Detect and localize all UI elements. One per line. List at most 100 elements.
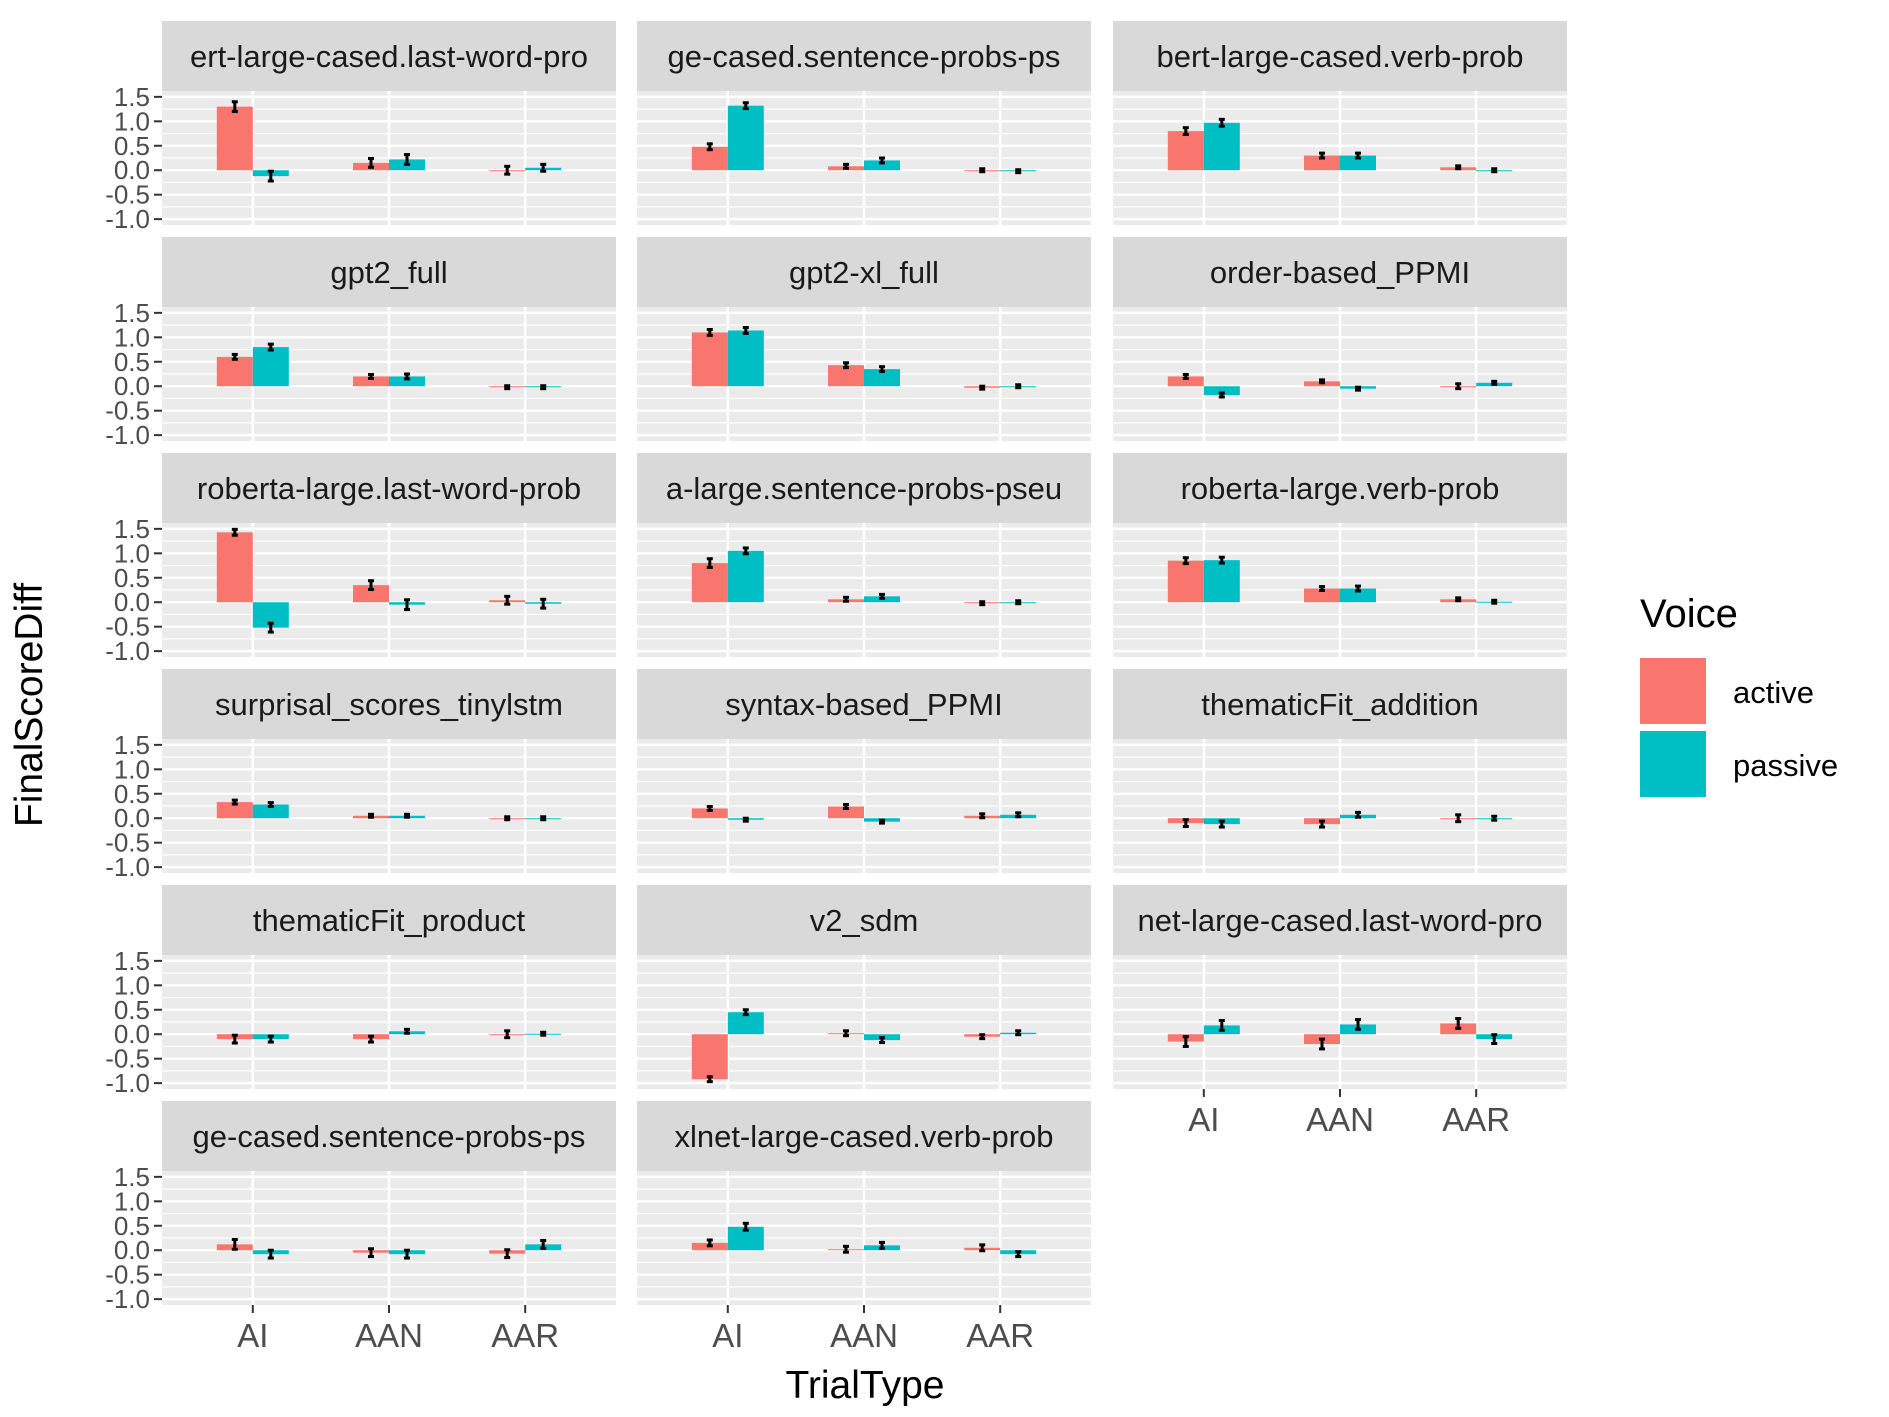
facet-panel: a-large.sentence-probs-pseu (637, 453, 1091, 657)
y-tick-label: -1.0 (105, 1284, 150, 1314)
legend-label-active: active (1733, 675, 1814, 710)
y-tick-label: -0.5 (105, 828, 150, 858)
y-tick-label: 1.0 (114, 322, 150, 352)
facet-strip (162, 1101, 616, 1171)
facet-strip-label: surprisal_scores_tinylstm (215, 687, 563, 722)
y-tick-label: 0.5 (114, 563, 150, 593)
facet-strip-label: ge-cased.sentence-probs-ps (668, 39, 1061, 74)
bar-passive (252, 347, 289, 387)
y-tick-label: 0.5 (114, 347, 150, 377)
y-tick-label: 1.5 (114, 946, 150, 976)
y-tick-label: 1.0 (114, 106, 150, 136)
x-tick-label: AAN (830, 1317, 898, 1354)
y-tick-label: -1.0 (105, 420, 150, 450)
facet-strip-label: roberta-large.verb-prob (1181, 471, 1500, 506)
facet-panel: roberta-large.last-word-prob -1.0-0.50.00… (105, 453, 616, 666)
facet-strip (162, 21, 616, 91)
facet-strip (637, 1101, 1091, 1171)
y-tick-label: 0.5 (114, 779, 150, 809)
facet-strip (1113, 885, 1567, 955)
bar-active (353, 585, 389, 603)
y-tick-label: 0.0 (114, 155, 150, 185)
facet-panel: gpt2-xl_full (637, 237, 1091, 441)
legend: Voice active passive (1640, 592, 1838, 797)
y-tick-label: 1.5 (114, 298, 150, 328)
y-tick-label: 0.5 (114, 1211, 150, 1241)
y-tick-label: 0.0 (114, 803, 150, 833)
bar-active (691, 808, 728, 819)
facet-strip-label: net-large-cased.last-word-pro (1138, 903, 1543, 938)
facet-strip (1113, 453, 1567, 523)
y-tick-label: -0.5 (105, 1044, 150, 1074)
bar-active (828, 806, 864, 819)
facet-strip (637, 453, 1091, 523)
facet-strip-label: bert-large-cased.verb-prob (1156, 39, 1523, 74)
bar-passive (1203, 386, 1240, 396)
facet-strip (637, 669, 1091, 739)
legend-title: Voice (1640, 592, 1738, 636)
facet-strip (162, 885, 616, 955)
bar-active (216, 532, 253, 603)
facet-panel: ge-cased.sentence-probs-ps -1.0-0.50.00.5… (105, 1101, 616, 1354)
x-tick-label: AAR (491, 1317, 559, 1354)
y-tick-label: 1.0 (114, 538, 150, 568)
y-tick-label: -0.5 (105, 1260, 150, 1290)
x-tick-label: AI (712, 1317, 743, 1354)
facet-panel: bert-large-cased.verb-prob (1113, 21, 1567, 225)
bar-active (1167, 131, 1204, 171)
y-tick-label: 0.0 (114, 1235, 150, 1265)
y-tick-label: 0.0 (114, 587, 150, 617)
facet-panel: order-based_PPMI (1113, 237, 1567, 441)
x-tick-label: AAR (1442, 1101, 1510, 1138)
y-tick-label: 1.0 (114, 1186, 150, 1216)
bar-active (691, 146, 728, 171)
bar-active (1167, 560, 1204, 603)
y-tick-label: 0.0 (114, 1019, 150, 1049)
facet-panel: thematicFit_product -1.0-0.50.00.51.01.5 (105, 885, 616, 1098)
bar-active (216, 356, 253, 387)
y-tick-label: -1.0 (105, 852, 150, 882)
y-axis-title: FinalScoreDiff (8, 583, 51, 827)
facet-strip (1113, 669, 1567, 739)
facet-panel: gpt2_full -1.0-0.50.00.51.01.5 (105, 237, 616, 450)
bar-active (353, 376, 389, 387)
facet-panel: roberta-large.verb-prob (1113, 453, 1567, 657)
legend-label-passive: passive (1733, 748, 1838, 783)
facet-strip (162, 237, 616, 307)
panels-layer: ert-large-cased.last-word-pro-1.0-0.50.0… (105, 21, 1567, 1354)
bar-active (828, 365, 864, 387)
facet-panel: ge-cased.sentence-probs-ps (637, 21, 1091, 225)
facet-strip (162, 453, 616, 523)
facet-strip (162, 669, 616, 739)
facet-strip-label: gpt2_full (330, 255, 447, 290)
y-tick-label: 1.5 (114, 1162, 150, 1192)
bar-active (1167, 376, 1204, 387)
facet-strip-label: thematicFit_addition (1201, 687, 1478, 722)
facet-strip-label: ert-large-cased.last-word-pro (190, 39, 588, 74)
y-tick-label: -1.0 (105, 636, 150, 666)
bar-active (216, 802, 253, 819)
bar-passive (252, 804, 289, 819)
y-tick-label: -0.5 (105, 396, 150, 426)
y-tick-label: 1.0 (114, 754, 150, 784)
facet-strip-label: syntax-based_PPMI (725, 687, 1002, 722)
facet-strip (1113, 237, 1567, 307)
legend-key-active (1640, 658, 1706, 724)
y-tick-label: 1.5 (114, 82, 150, 112)
y-tick-label: -0.5 (105, 180, 150, 210)
facet-strip-label: roberta-large.last-word-prob (197, 471, 581, 506)
bar-passive (864, 160, 900, 171)
bar-active (1304, 588, 1340, 603)
bar-passive (389, 376, 425, 387)
bar-passive (1203, 122, 1240, 171)
x-tick-label: AAN (1306, 1101, 1374, 1138)
bar-passive (727, 550, 764, 603)
facet-strip (1113, 21, 1567, 91)
facet-strip-label: a-large.sentence-probs-pseu (666, 471, 1062, 506)
y-tick-label: -0.5 (105, 612, 150, 642)
bar-active (691, 1034, 728, 1080)
y-tick-label: -1.0 (105, 1068, 150, 1098)
y-tick-label: 0.5 (114, 995, 150, 1025)
y-tick-label: 1.5 (114, 514, 150, 544)
